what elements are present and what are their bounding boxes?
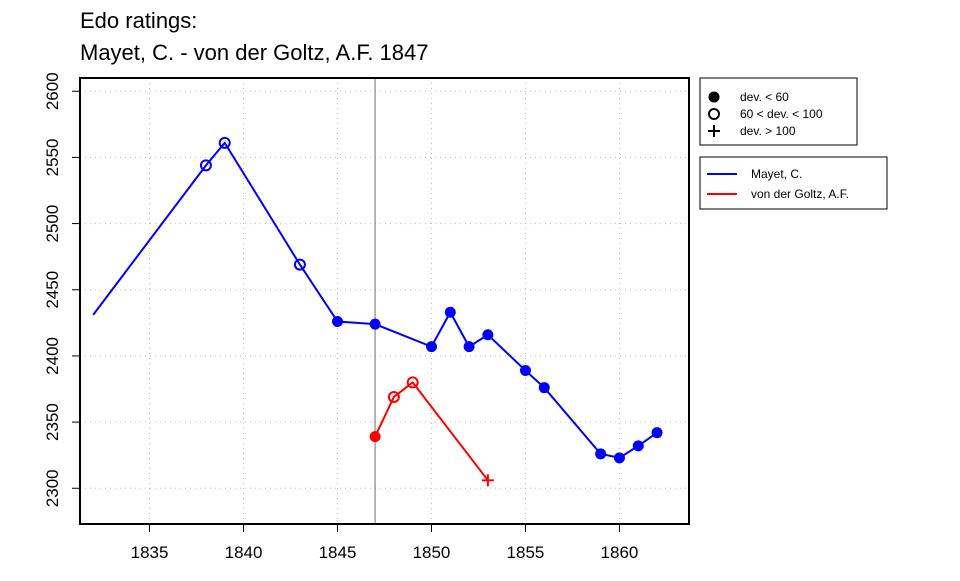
deviation-legend-label: dev. < 60 bbox=[740, 90, 789, 104]
series-legend-box bbox=[699, 156, 888, 210]
chart-subtitle: Mayet, C. - von der Goltz, A.F. 1847 bbox=[80, 40, 429, 65]
data-point bbox=[332, 316, 344, 328]
y-tick-label: 2350 bbox=[43, 403, 62, 441]
y-tick-label: 2600 bbox=[43, 72, 62, 110]
x-tick-label: 1850 bbox=[413, 543, 451, 562]
plot-frame bbox=[79, 77, 690, 525]
data-point bbox=[613, 452, 625, 464]
series-group bbox=[92, 136, 663, 487]
x-tick-label: 1860 bbox=[601, 543, 639, 562]
legend-marker-open bbox=[708, 108, 720, 120]
series-legend: Mayet, C. von der Goltz, A.F. bbox=[699, 156, 888, 210]
x-tick-label: 1835 bbox=[131, 543, 169, 562]
x-tick-label: 1855 bbox=[507, 543, 545, 562]
y-tick-label: 2500 bbox=[43, 205, 62, 243]
y-axis: 2300 2350 2400 2450 2500 2550 2600 bbox=[43, 72, 80, 507]
legend-marker-filled bbox=[708, 91, 720, 103]
deviation-legend: dev. < 60 60 < dev. < 100 dev. > 100 bbox=[699, 77, 858, 146]
series-line bbox=[374, 380, 489, 481]
data-point bbox=[632, 440, 644, 452]
x-tick-label: 1840 bbox=[225, 543, 263, 562]
data-point bbox=[293, 258, 306, 271]
data-point bbox=[463, 341, 475, 353]
y-tick-label: 2550 bbox=[43, 138, 62, 176]
data-point bbox=[651, 427, 663, 439]
data-point bbox=[369, 318, 381, 330]
data-point bbox=[595, 448, 607, 460]
data-point bbox=[444, 306, 456, 318]
series-1 bbox=[369, 376, 494, 487]
data-point bbox=[538, 382, 550, 394]
y-tick-label: 2400 bbox=[43, 337, 62, 375]
deviation-legend-box bbox=[699, 77, 858, 146]
x-tick-label: 1845 bbox=[319, 543, 357, 562]
series-legend-label: Mayet, C. bbox=[751, 167, 802, 181]
data-point bbox=[218, 136, 231, 149]
data-point bbox=[199, 159, 212, 172]
series-legend-label: von der Goltz, A.F. bbox=[751, 187, 849, 201]
y-tick-label: 2450 bbox=[43, 271, 62, 309]
series-0 bbox=[92, 136, 663, 464]
data-point bbox=[481, 474, 494, 487]
data-point bbox=[519, 364, 531, 376]
deviation-legend-label: dev. > 100 bbox=[740, 124, 796, 138]
y-tick-label: 2300 bbox=[43, 469, 62, 507]
data-point bbox=[387, 390, 400, 403]
data-point bbox=[425, 341, 437, 353]
data-point bbox=[482, 329, 494, 341]
data-point bbox=[406, 376, 419, 389]
legend-marker-plus bbox=[708, 125, 720, 137]
x-axis: 1835 1840 1845 1850 1855 1860 bbox=[131, 524, 639, 562]
deviation-legend-label: 60 < dev. < 100 bbox=[740, 107, 823, 121]
data-point bbox=[369, 431, 381, 443]
chart-title: Edo ratings: bbox=[80, 8, 197, 33]
series-line bbox=[92, 141, 658, 459]
